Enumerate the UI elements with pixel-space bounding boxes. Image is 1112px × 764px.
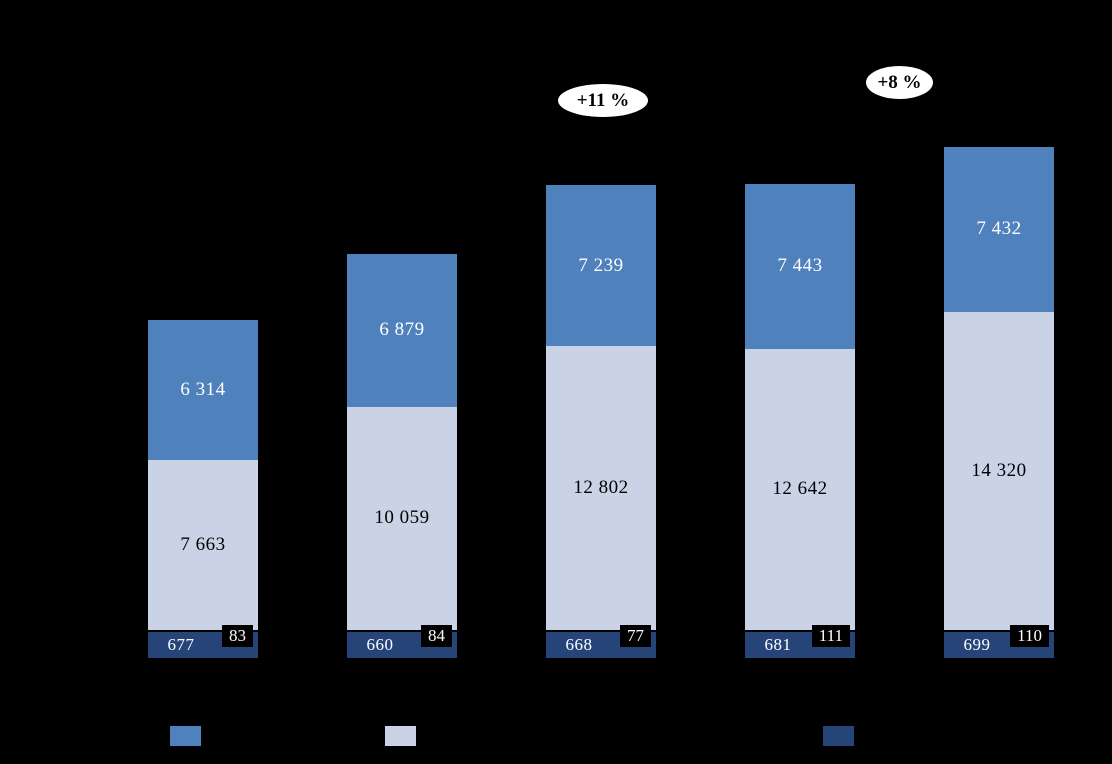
- growth-annotation-1-label: +11 %: [576, 89, 630, 111]
- black-count-label-box: 84: [421, 625, 452, 647]
- segment-light-blue-value-label: 10 059: [374, 507, 430, 529]
- bar-group-1: 677 7 663 6 314 83: [148, 319, 258, 658]
- segment-light-blue-value-label: 7 663: [180, 534, 226, 556]
- segment-light-blue: 7 663: [148, 460, 258, 631]
- segment-dark-blue-label-wrap: 681: [745, 635, 811, 655]
- segment-dark-blue-label-wrap: 677: [148, 635, 214, 655]
- segment-medium-blue: 7 443: [745, 183, 855, 349]
- segment-medium-blue: 7 239: [546, 185, 656, 347]
- segment-dark-blue: 660: [347, 632, 457, 658]
- segment-dark-blue-value-label: 668: [565, 635, 593, 654]
- segment-dark-blue-value-label: 677: [167, 635, 195, 654]
- legend: [0, 725, 1112, 747]
- segment-light-blue: 10 059: [347, 406, 457, 631]
- segment-medium-blue-value-label: 7 239: [578, 254, 624, 276]
- segment-light-blue-value-label: 12 642: [772, 478, 828, 500]
- black-count-label-box: 83: [222, 625, 253, 647]
- segment-black: [347, 630, 457, 632]
- segment-light-blue: 12 802: [546, 346, 656, 631]
- segment-medium-blue-value-label: 7 443: [777, 255, 823, 277]
- segment-dark-blue-value-label: 681: [764, 635, 792, 654]
- segment-medium-blue: 6 879: [347, 254, 457, 407]
- segment-dark-blue-label-wrap: 660: [347, 635, 413, 655]
- black-count-label-box: 110: [1010, 625, 1049, 647]
- segment-light-blue: 12 642: [745, 348, 855, 630]
- segment-dark-blue-value-label: 660: [366, 635, 394, 654]
- segment-dark-blue-label-wrap: 668: [546, 635, 612, 655]
- bar-group-3: 668 12 802 7 239 77: [546, 185, 656, 658]
- segment-medium-blue: 6 314: [148, 319, 258, 461]
- bar-group-5: 699 14 320 7 432 110: [944, 146, 1054, 658]
- segment-light-blue-value-label: 12 802: [573, 477, 629, 499]
- segment-dark-blue-label-wrap: 699: [944, 635, 1010, 655]
- bar-group-2: 660 10 059 6 879 84: [347, 254, 457, 658]
- segment-black: [745, 629, 855, 632]
- segment-light-blue-value-label: 14 320: [971, 459, 1027, 481]
- legend-swatch-dark-blue: [823, 726, 854, 746]
- segment-medium-blue: 7 432: [944, 146, 1054, 312]
- segment-black: [944, 629, 1054, 632]
- segment-medium-blue-value-label: 6 879: [379, 319, 425, 341]
- segment-black: [546, 630, 656, 632]
- segment-dark-blue: 699: [944, 632, 1054, 658]
- growth-annotation-2-label: +8 %: [877, 71, 922, 93]
- segment-black: [148, 630, 258, 632]
- legend-swatch-medium-blue: [170, 726, 201, 746]
- legend-swatch-light-blue: [385, 726, 416, 746]
- bar-group-4: 681 12 642 7 443 111: [745, 183, 855, 658]
- black-count-label-box: 111: [811, 625, 850, 647]
- black-count-label-box: 77: [620, 625, 651, 647]
- segment-medium-blue-value-label: 6 314: [180, 378, 226, 400]
- growth-annotation-ellipse-2: +8 %: [866, 66, 933, 99]
- segment-light-blue: 14 320: [944, 311, 1054, 630]
- segment-dark-blue-value-label: 699: [963, 635, 991, 654]
- growth-annotation-ellipse-1: +11 %: [558, 84, 648, 117]
- segment-medium-blue-value-label: 7 432: [976, 218, 1022, 240]
